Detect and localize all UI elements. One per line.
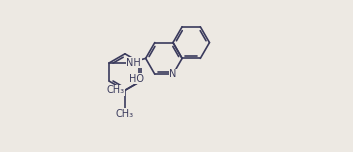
Text: CH₃: CH₃ xyxy=(107,85,125,95)
Text: HO: HO xyxy=(129,74,144,84)
Text: NH: NH xyxy=(126,58,141,68)
Text: N: N xyxy=(169,69,177,79)
Text: CH₃: CH₃ xyxy=(116,109,134,119)
